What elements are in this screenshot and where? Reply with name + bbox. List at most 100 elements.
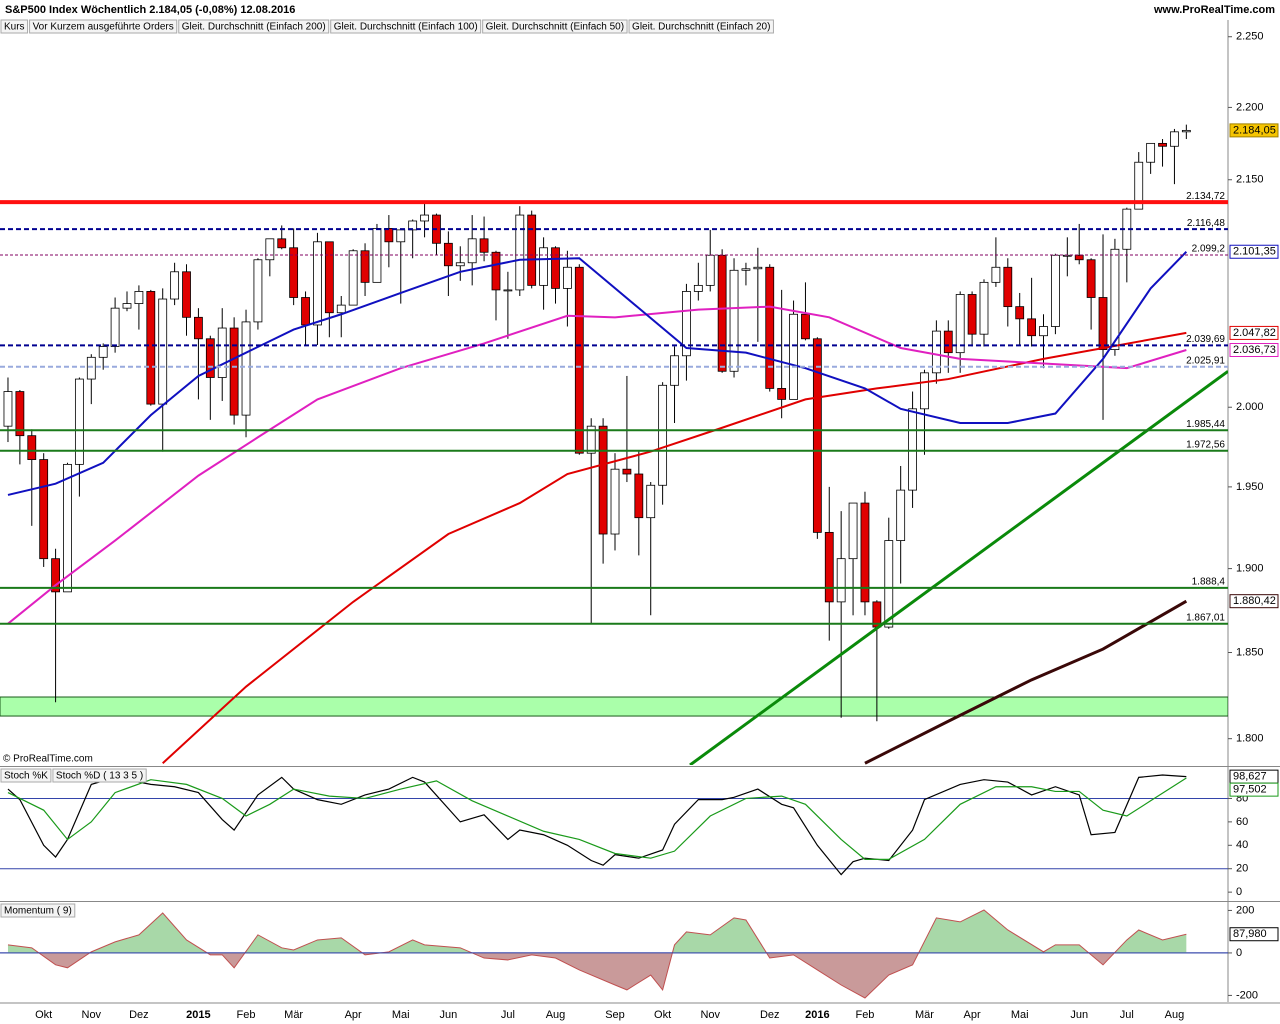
candle-body — [27, 435, 37, 460]
panel-label-box — [628, 19, 774, 34]
candle-body — [158, 298, 168, 405]
candle-body — [753, 266, 763, 270]
candle-body — [693, 284, 703, 292]
candle-body — [884, 540, 894, 628]
candle-body — [74, 378, 84, 465]
candle-body — [420, 214, 429, 222]
oscillator-line — [7, 777, 1187, 860]
candle-body — [194, 316, 203, 340]
x-tick-label: Dez — [129, 1009, 149, 1021]
candle-body — [967, 294, 977, 335]
candle-body — [551, 247, 560, 289]
site-link[interactable]: www.ProRealTime.com — [1153, 4, 1275, 16]
x-tick-label: Nov — [82, 1009, 102, 1021]
candle-body — [563, 266, 572, 289]
y-tick-label: 60 — [1236, 816, 1248, 828]
value-box-label: 98,627 — [1233, 771, 1267, 783]
panel-label-box — [0, 903, 76, 918]
candle-body — [931, 330, 941, 374]
candle-body — [991, 266, 1001, 283]
momentum-area-negative — [7, 952, 1187, 998]
candle-body — [1134, 161, 1144, 210]
zone — [0, 696, 1228, 717]
candle-body — [1015, 306, 1025, 320]
panel-label: Vor Kurzem ausgeführte Orders — [33, 22, 174, 33]
x-tick-label: Jul — [1120, 1009, 1134, 1021]
candle-body — [682, 291, 691, 357]
x-tick-label: Okt — [654, 1009, 671, 1021]
panel-label: Gleit. Durchschnitt (Einfach 200) — [182, 22, 326, 33]
candle-body — [384, 228, 394, 243]
candle-body — [396, 229, 406, 243]
candle-body — [1098, 297, 1108, 350]
candle-body — [586, 425, 596, 454]
candle-body — [15, 391, 25, 437]
x-tick-label: Feb — [237, 1009, 256, 1021]
candle-body — [908, 408, 917, 491]
candle-body — [3, 391, 13, 427]
candle-body — [503, 289, 513, 292]
candle-body — [336, 304, 346, 314]
y-tick-label: 0 — [1236, 947, 1242, 959]
value-box-label: 2.184,05 — [1233, 124, 1276, 136]
value-box-label: 87,980 — [1233, 928, 1267, 940]
candle-body — [1027, 318, 1037, 337]
moving-average — [864, 599, 1188, 765]
level-label: 2.039,69 — [1186, 334, 1225, 345]
chart-title: S&P500 Index Wöchentlich 2.184,05 (-0,08… — [5, 4, 295, 16]
moving-average — [7, 251, 1188, 496]
value-box — [1229, 123, 1279, 138]
candle-body — [658, 384, 668, 486]
level-label: 2.099,2 — [1192, 244, 1226, 255]
panel-label-box — [482, 19, 628, 34]
x-tick-label: Mai — [1011, 1009, 1029, 1021]
candle-body — [646, 484, 656, 519]
level-label: 2.134,72 — [1186, 191, 1225, 202]
candle-body — [741, 268, 751, 271]
candle-body — [491, 251, 501, 291]
x-tick-label: 2016 — [805, 1009, 829, 1021]
level-label: 1.972,56 — [1186, 439, 1225, 450]
y-tick-label: 40 — [1236, 839, 1248, 851]
y-tick-label: 2.150 — [1236, 174, 1264, 186]
x-tick-label: Feb — [855, 1009, 874, 1021]
candle-body — [182, 271, 191, 318]
candle-body — [860, 502, 870, 603]
candle-body — [110, 307, 120, 347]
level-label: 2.025,91 — [1186, 355, 1225, 366]
candle-body — [1074, 254, 1084, 261]
candle-body — [670, 355, 679, 386]
copyright: © ProRealTime.com — [3, 754, 93, 765]
candle-body — [622, 468, 632, 475]
candle-body — [229, 327, 239, 416]
candle-body — [789, 313, 798, 400]
candle-body — [86, 356, 96, 380]
x-tick-label: 2015 — [186, 1009, 210, 1021]
candle-body — [324, 241, 334, 314]
panel-label: Gleit. Durchschnitt (Einfach 50) — [486, 22, 624, 33]
y-tick-label: 2.000 — [1236, 401, 1264, 413]
panel-label: Gleit. Durchschnitt (Einfach 20) — [632, 22, 770, 33]
momentum-area-positive — [7, 910, 1187, 953]
trend-line — [689, 370, 1228, 765]
candle-body — [1051, 254, 1060, 327]
value-box — [1229, 325, 1279, 340]
y-tick-label: 200 — [1236, 904, 1254, 916]
value-box-label: 2.101,35 — [1233, 246, 1276, 258]
x-tick-label: Aug — [1165, 1009, 1185, 1021]
candle-body — [467, 238, 477, 264]
level-label: 2.116,48 — [1187, 218, 1226, 229]
candle-body — [146, 291, 156, 405]
value-box-label: 97,502 — [1233, 784, 1267, 796]
y-tick-label: 1.800 — [1236, 733, 1264, 745]
candle-body — [705, 254, 715, 286]
candle-body — [848, 502, 858, 560]
value-box — [1229, 782, 1279, 797]
panel-label-box — [29, 19, 178, 34]
y-tick-label: 1.850 — [1236, 646, 1264, 658]
candle-body — [98, 346, 108, 358]
x-tick-label: Sep — [605, 1009, 625, 1021]
value-box — [1229, 244, 1279, 259]
panel-label: Momentum ( 9) — [4, 906, 72, 917]
